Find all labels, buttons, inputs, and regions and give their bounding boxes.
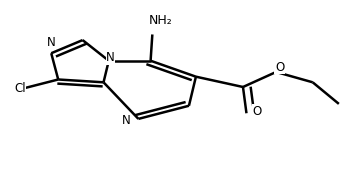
Text: O: O [252,105,261,118]
Text: N: N [47,36,56,49]
Text: N: N [106,51,115,64]
Text: Cl: Cl [14,82,26,95]
Text: NH₂: NH₂ [149,14,173,27]
Text: N: N [122,114,131,127]
Text: O: O [275,61,284,74]
